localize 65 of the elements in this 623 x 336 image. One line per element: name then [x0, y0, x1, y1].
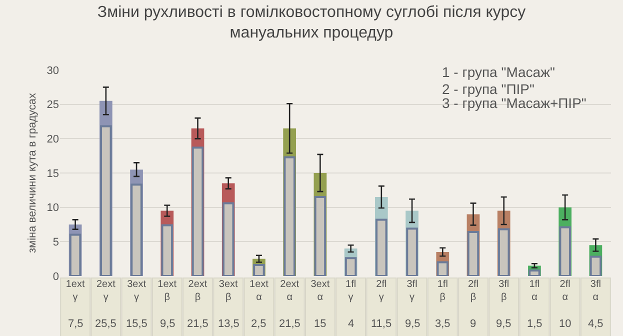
data-label: 9,5	[496, 318, 512, 330]
bar	[222, 202, 234, 276]
y-tick-label: 0	[52, 270, 59, 283]
bar	[406, 228, 418, 276]
x-tick-label: 2ext γ	[96, 279, 116, 303]
bar	[161, 224, 174, 276]
chart-title: Зміни рухливості в гомілковостопному суглобі після курсу мануальних процедур	[97, 4, 526, 42]
data-label: 2,5	[251, 318, 266, 330]
x-tick-label: 2fl γ	[376, 279, 387, 303]
bar	[130, 184, 142, 276]
x-tick-label: 3ext γ	[127, 279, 146, 303]
data-label: 9,5	[160, 318, 176, 330]
data-label: 4,5	[588, 318, 604, 330]
y-tick-label: 25	[46, 99, 59, 112]
annotation: 2 - група "ПІР"	[442, 81, 534, 97]
bar	[192, 146, 204, 276]
data-label: 21,5	[279, 318, 300, 330]
data-label: 9	[470, 318, 476, 330]
annotation: 1 - група "Масаж"	[442, 64, 555, 80]
y-tick-label: 15	[46, 168, 59, 180]
data-label: 7,5	[68, 318, 84, 330]
x-tick-label: 2ext β	[188, 279, 208, 303]
y-tick-label: 10	[46, 202, 59, 214]
bar	[590, 256, 602, 276]
x-tick-label: 1fl α	[529, 279, 540, 303]
data-label: 13,5	[218, 318, 240, 330]
x-tick-label: 3fl β	[498, 279, 510, 303]
bar	[436, 261, 449, 276]
data-label: 10	[559, 318, 572, 330]
bar	[344, 257, 357, 276]
y-axis-title: зміна величини кута в градусах	[26, 92, 38, 254]
bar	[69, 234, 82, 276]
data-label: 11,5	[371, 318, 392, 330]
x-tick-label: 3ext α	[310, 279, 330, 303]
x-tick-label: 3fl γ	[406, 279, 418, 303]
x-tick-label: 2fl β	[468, 279, 479, 303]
bar	[559, 226, 571, 276]
x-tick-label: 2fl α	[560, 279, 570, 303]
data-label: 21,5	[187, 318, 208, 330]
data-label: 3,5	[435, 318, 450, 330]
bar	[100, 125, 112, 276]
x-tick-label: 3fl α	[590, 279, 601, 303]
bar	[528, 270, 540, 276]
x-tick-label: 3ext β	[218, 279, 238, 303]
data-label: 9,5	[405, 318, 420, 330]
data-label: 25,5	[95, 318, 116, 330]
data-label: 4	[348, 318, 354, 330]
x-tick-label: 1ext γ	[66, 279, 85, 303]
bar	[253, 264, 265, 276]
y-tick-label: 5	[52, 236, 59, 249]
x-tick-label: 1ext β	[158, 279, 177, 303]
bar	[498, 228, 510, 276]
data-label: 15,5	[126, 318, 148, 330]
bar	[314, 196, 326, 276]
bar	[467, 231, 480, 276]
y-tick-label: 20	[46, 134, 59, 146]
x-tick-label: 1fl γ	[346, 279, 356, 303]
x-tick-label: 1ext α	[250, 279, 269, 303]
x-tick-label: 1fl β	[437, 279, 448, 303]
data-label: 15	[314, 318, 326, 330]
bar	[284, 156, 296, 276]
data-label: 1,5	[527, 318, 542, 330]
bar	[376, 218, 388, 276]
y-tick-label: 30	[46, 64, 59, 77]
x-tick-label: 2ext α	[280, 279, 300, 303]
